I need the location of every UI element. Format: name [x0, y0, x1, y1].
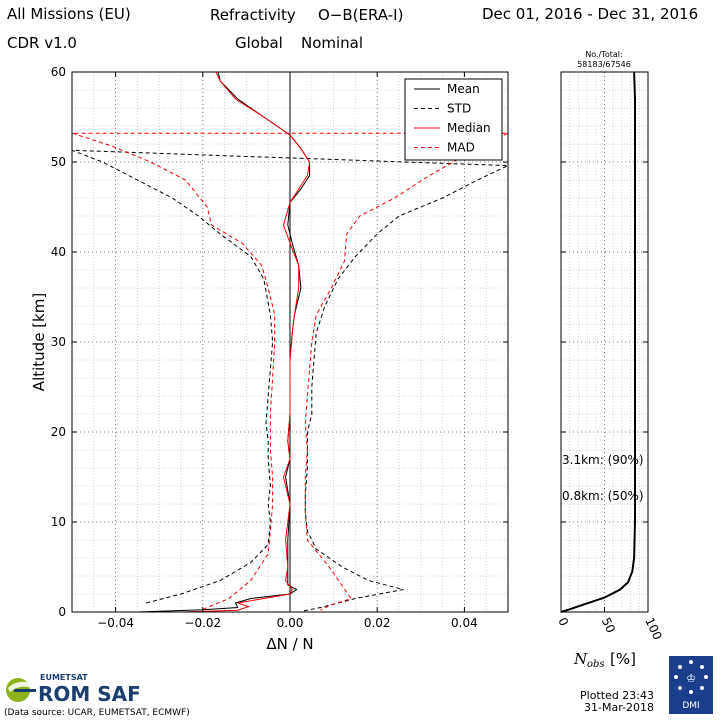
- y-tick-label: 60: [51, 65, 66, 79]
- nobs-counts: 58183/67546: [577, 60, 631, 69]
- nobs-axis-label-sub: obs: [587, 659, 605, 670]
- nobs-x-tick-label: 100: [642, 615, 664, 642]
- nobs-x-tick-label: 0: [555, 615, 571, 628]
- legend: Mean STD Median MAD: [404, 78, 503, 161]
- y-tick-label: 50: [51, 155, 66, 169]
- y-tick-label: 0: [58, 605, 66, 619]
- main-series: [72, 72, 508, 612]
- nobs-total-label: No./Total:: [585, 50, 622, 59]
- plotted-time: Plotted 23:43: [580, 689, 654, 702]
- region-label: Global: [235, 34, 283, 52]
- dmi-crown-icon: ♔: [686, 672, 696, 685]
- x-tick-label: 0.00: [277, 616, 304, 630]
- data-source: (Data source: UCAR, EUMETSAT, ECMWF): [4, 708, 190, 718]
- comparison-label: O−B(ERA-I): [318, 6, 404, 24]
- nobs-annotation-90: 3.1km: (90%): [562, 453, 644, 467]
- dmi-stars-icon: [674, 660, 708, 694]
- nobs-series: [560, 71, 636, 613]
- romsaf-text: ROM SAF: [38, 682, 141, 706]
- y-tick-label: 10: [51, 515, 66, 529]
- nobs-axis-label-main: N: [573, 650, 588, 668]
- x-tick-label: −0.04: [97, 616, 134, 630]
- nobs-axis-label-unit: [%]: [610, 650, 636, 668]
- series-std-line: [72, 149, 508, 612]
- series-mean-line: [137, 72, 311, 612]
- main-grid: [72, 72, 508, 612]
- quantity-label: Refractivity: [210, 6, 296, 24]
- legend-label-mad: MAD: [447, 141, 475, 155]
- legend-label-std: STD: [447, 102, 471, 116]
- dmi-logo-box: [669, 656, 713, 714]
- romsaf-logo: EUMETSAT ROM SAF: [6, 673, 141, 706]
- period-label: Dec 01, 2016 - Dec 31, 2016: [482, 5, 699, 23]
- dmi-text: DMI: [682, 701, 699, 711]
- main-ticks: 0 10 20 30 40 50 60 −0.04 −0.02 0.00 0.02 0.04: [51, 65, 508, 630]
- dmi-logo: ♔ DMI: [669, 656, 713, 714]
- x-axis-label: ΔN / N: [266, 635, 313, 653]
- nobs-series-line: [560, 71, 636, 613]
- legend-box: [404, 78, 503, 161]
- y-tick-label: 40: [51, 245, 66, 259]
- eumetsat-text: EUMETSAT: [40, 673, 88, 682]
- plotted-date: 31-Mar-2018: [584, 701, 654, 714]
- nobs-x-tick-label: 50: [599, 615, 618, 635]
- nobs-annotation-50: 0.8km: (50%): [562, 489, 644, 503]
- x-tick-label: −0.02: [184, 616, 221, 630]
- y-axis-label: Altitude [km]: [30, 293, 48, 391]
- nobs-grid: [561, 72, 648, 612]
- y-tick-label: 20: [51, 425, 66, 439]
- mode-label: Nominal: [301, 34, 364, 52]
- series-median-line: [180, 72, 311, 612]
- x-tick-label: 0.04: [451, 616, 478, 630]
- y-tick-label: 30: [51, 335, 66, 349]
- x-tick-label: 0.02: [364, 616, 391, 630]
- legend-label-median: Median: [447, 121, 491, 135]
- version-label: CDR v1.0: [7, 34, 77, 52]
- missions-label: All Missions (EU): [7, 5, 131, 23]
- legend-label-mean: Mean: [447, 82, 480, 96]
